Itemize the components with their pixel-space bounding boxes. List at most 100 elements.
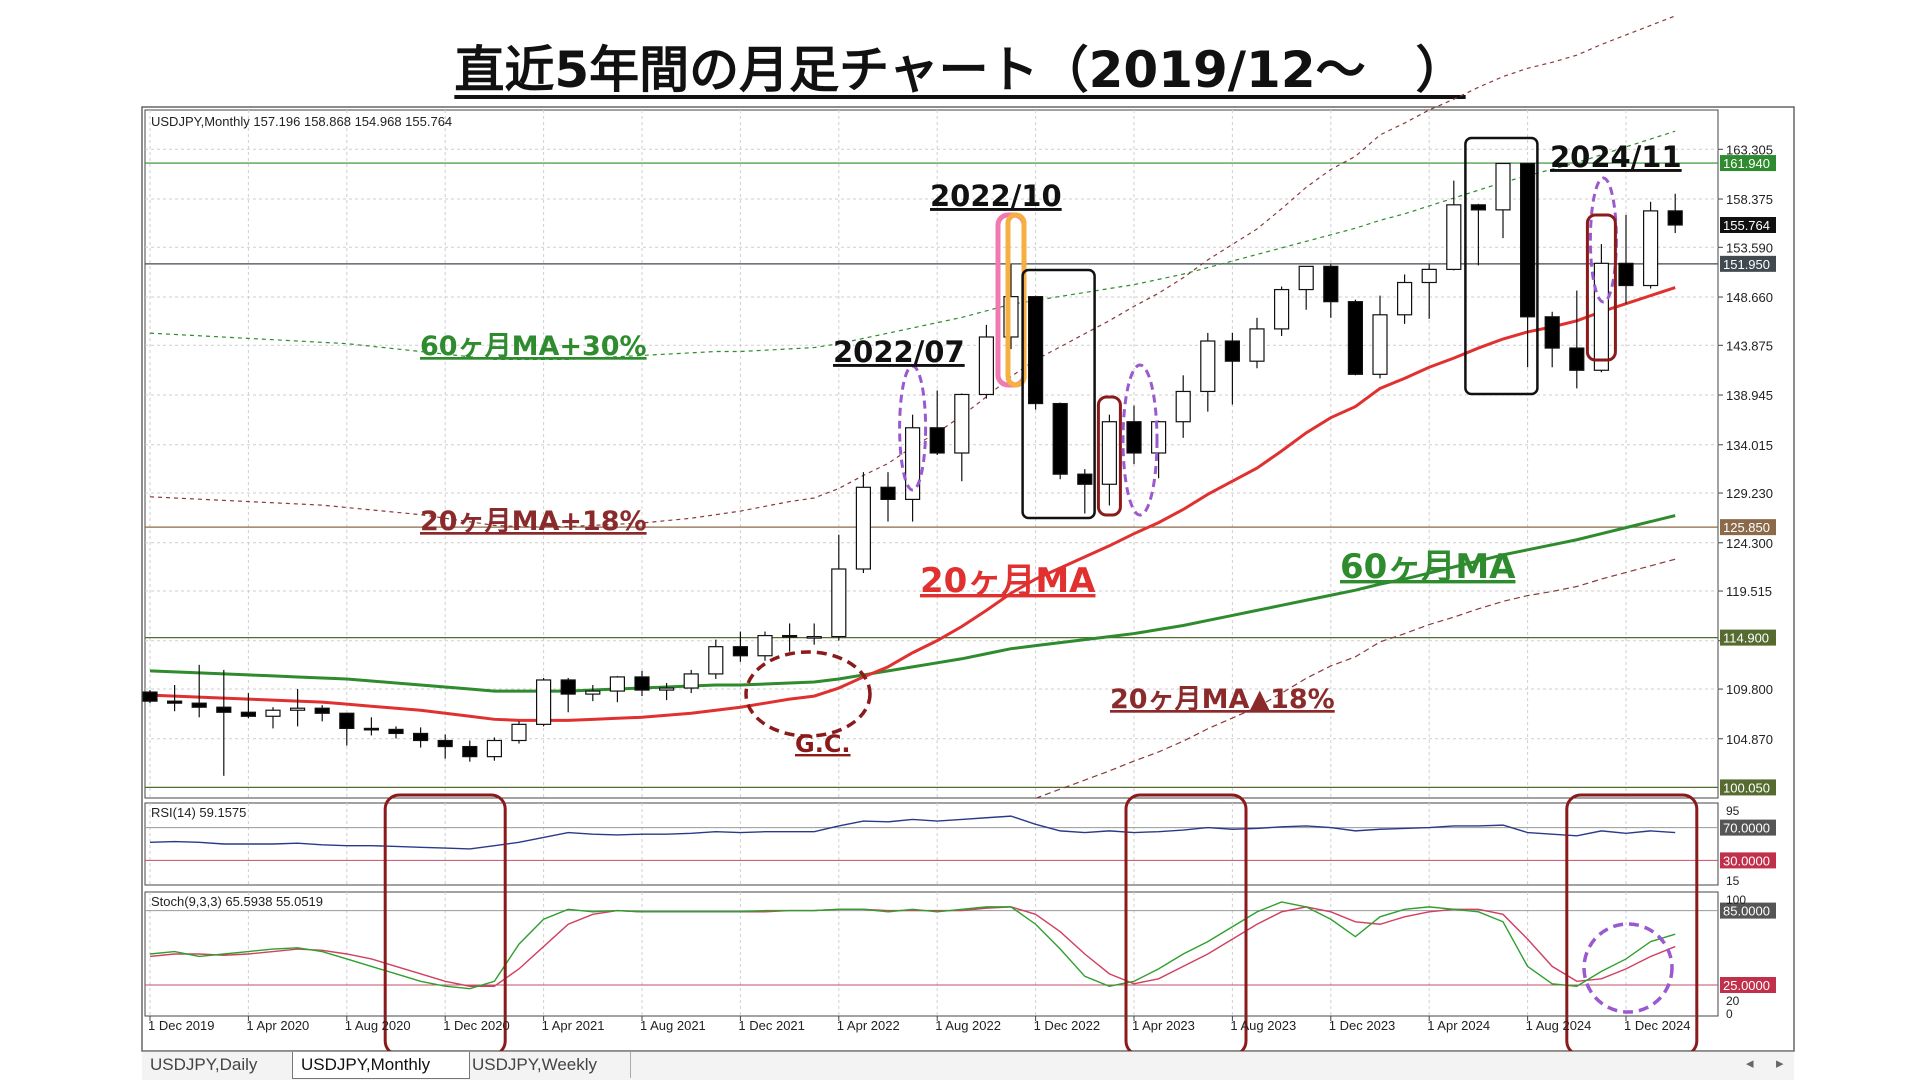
- stoch-main-line: [149, 901, 1676, 990]
- label-ma60: 60ヶ月MA: [1340, 547, 1516, 587]
- x-tick-label: 1 Dec 2021: [738, 1018, 805, 1033]
- rsi-tick-label: 95: [1726, 804, 1740, 818]
- candle-up: [1642, 210, 1659, 287]
- level-label-box: [1720, 519, 1776, 536]
- candle-up: [806, 635, 822, 639]
- candle-up: [1593, 262, 1610, 371]
- rsi-tick-label: 15: [1726, 874, 1740, 888]
- candle-up: [658, 687, 675, 691]
- current-price-box: [1720, 217, 1776, 234]
- x-tick-label: 1 Apr 2022: [837, 1018, 900, 1033]
- stoch-cross-ellipse: [1582, 922, 1674, 1014]
- price-tick-label: 119.515: [1726, 584, 1772, 599]
- candle-down: [363, 727, 379, 731]
- label-ma60-plus30: 60ヶ月MA+30%: [420, 331, 647, 362]
- tab-usdjpy-weekly[interactable]: USDJPY,Weekly: [464, 1052, 631, 1078]
- price-tick-label: 158.375: [1726, 192, 1773, 207]
- x-tick-label: 1 Dec 2019: [148, 1018, 215, 1033]
- candle-down: [1323, 265, 1339, 303]
- scroll-right-icon[interactable]: ▸: [1776, 1054, 1784, 1072]
- x-tick-label: 1 Apr 2024: [1427, 1018, 1490, 1033]
- candle-down: [560, 679, 576, 695]
- annotation-2022-10: 2022/10: [930, 179, 1062, 213]
- highlight-2023-02-ellipse: [1121, 363, 1159, 517]
- price-tick-label: 148.660: [1726, 290, 1773, 305]
- highlight-2024-09-box: [1585, 213, 1617, 362]
- candle-down: [462, 745, 478, 758]
- x-tick-label: 1 Aug 2024: [1526, 1018, 1592, 1033]
- candle-up: [683, 673, 699, 689]
- rsi-level-box: [1720, 852, 1776, 869]
- price-tick-label: 163.305: [1726, 142, 1773, 157]
- highlight-2023-01-box: [1096, 395, 1122, 517]
- level-label: 100.050: [1723, 780, 1770, 795]
- price-tick-label: 134.015: [1726, 438, 1773, 453]
- level-label-box: [1720, 629, 1776, 646]
- candle-up: [1200, 340, 1216, 393]
- candle-up: [1446, 204, 1462, 270]
- price-tick-label: 124.300: [1726, 536, 1773, 551]
- scroll-left-icon[interactable]: ◂: [1746, 1054, 1754, 1072]
- label-ma20-plus18: 20ヶ月MA+18%: [420, 506, 647, 537]
- candle-down: [1224, 340, 1241, 362]
- candle-down: [216, 706, 232, 713]
- candle-down: [1347, 301, 1364, 375]
- candle-down: [732, 646, 749, 657]
- candle-down: [634, 676, 650, 691]
- highlight-2024-drop-box: [1464, 136, 1539, 396]
- candle-up: [609, 676, 626, 692]
- candle-up: [1273, 288, 1290, 330]
- level-label: 151.950: [1723, 257, 1770, 272]
- candle-up: [486, 739, 502, 758]
- candle-down: [1618, 262, 1634, 287]
- candle-down: [1126, 421, 1142, 454]
- x-tick-label: 1 Dec 2024: [1624, 1018, 1691, 1033]
- candle-down: [240, 711, 256, 717]
- ma20-minus18-line: [1035, 558, 1676, 799]
- candle-down: [1667, 210, 1683, 226]
- tab-usdjpy-daily[interactable]: USDJPY,Daily: [142, 1052, 299, 1078]
- chart-tab-bar: USDJPY,Daily USDJPY,Monthly USDJPY,Weekl…: [142, 1051, 1794, 1080]
- x-tick-label: 1 Aug 2021: [640, 1018, 706, 1033]
- level-label: 161.940: [1723, 156, 1770, 171]
- candle-down: [781, 634, 798, 638]
- candle-up: [978, 336, 995, 396]
- rsi-level-box: [1720, 819, 1776, 836]
- candle-down: [167, 700, 183, 704]
- candle-up: [290, 707, 306, 711]
- stoch-level-box: [1720, 902, 1776, 919]
- candle-up: [708, 646, 724, 675]
- symbol-header: USDJPY,Monthly 157.196 158.868 154.968 1…: [151, 114, 452, 129]
- x-tick-label: 1 Apr 2021: [542, 1018, 605, 1033]
- candle-down: [1569, 347, 1585, 371]
- candle-down: [1470, 204, 1487, 211]
- rsi-panel: [144, 802, 1719, 886]
- candle-up: [1396, 281, 1413, 316]
- candle-up: [831, 568, 847, 638]
- candle-up: [1150, 421, 1167, 454]
- level-label-box: [1720, 155, 1776, 172]
- candle-down: [880, 486, 896, 500]
- x-tick-label: 1 Aug 2023: [1230, 1018, 1296, 1033]
- level-label: 125.850: [1723, 520, 1770, 535]
- candle-down: [1052, 402, 1068, 475]
- x-tick-label: 1 Dec 2020: [443, 1018, 510, 1033]
- price-tick-label: 153.590: [1726, 240, 1773, 255]
- level-label-box: [1720, 779, 1776, 796]
- candle-down: [191, 702, 207, 708]
- candle-up: [535, 679, 552, 725]
- candle-up: [1372, 314, 1388, 375]
- candle-up: [1101, 421, 1118, 485]
- candle-down: [1544, 316, 1560, 349]
- candle-down: [388, 728, 404, 735]
- ma60-line: [149, 514, 1676, 693]
- annotation-2024-11: 2024/11: [1550, 140, 1682, 174]
- candle-up: [757, 634, 773, 657]
- tab-usdjpy-monthly[interactable]: USDJPY,Monthly: [292, 1052, 470, 1079]
- highlight-2022-10-orange: [1005, 212, 1027, 388]
- rsi-level-label: 70.0000: [1723, 821, 1770, 836]
- page-title: 直近5年間の月足チャート（2019/12〜 ）: [454, 41, 1466, 99]
- candle-down: [142, 691, 158, 702]
- stoch-level-label: 25.0000: [1723, 978, 1770, 993]
